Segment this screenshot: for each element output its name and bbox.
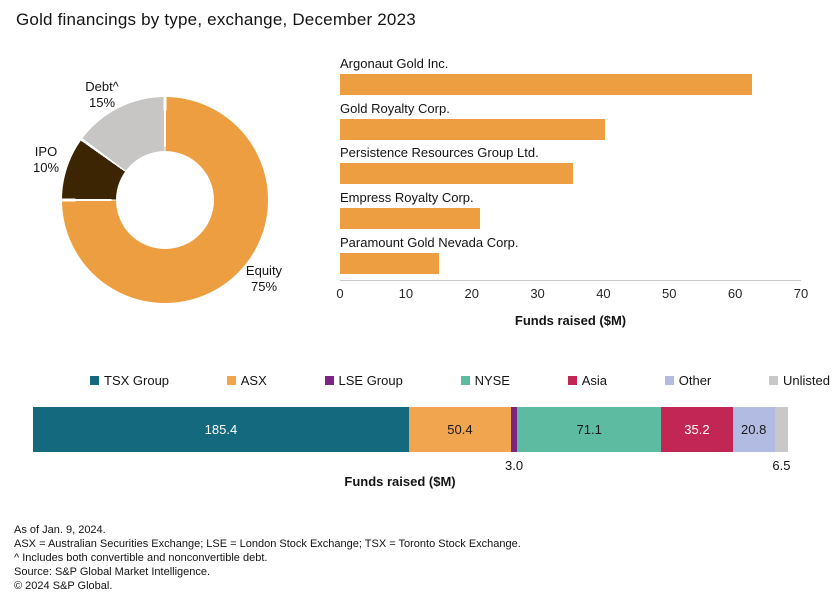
- footnote-source: Source: S&P Global Market Intelligence.: [14, 566, 211, 578]
- legend-swatch-asx: [226, 376, 236, 385]
- x-axis-tick: 30: [530, 286, 545, 301]
- legend-label: ASX: [240, 373, 267, 388]
- segment-unlisted: [774, 407, 788, 452]
- bar-label: Empress Royalty Corp.: [340, 190, 474, 205]
- donut-hole: [116, 151, 214, 249]
- x-axis-tick: 20: [464, 286, 479, 301]
- bar-label: Paramount Gold Nevada Corp.: [340, 235, 519, 250]
- stacked-bar-chart: 185.4 50.4 71.1 35.2 20.8: [33, 407, 788, 452]
- bar-label: Gold Royalty Corp.: [340, 101, 450, 116]
- bar-row: Empress Royalty Corp.: [340, 190, 801, 229]
- donut-label-equity-name: Equity: [245, 263, 283, 278]
- footnote-as-of: As of Jan. 9, 2024.: [14, 524, 106, 536]
- segment-value: 35.2: [684, 422, 710, 437]
- legend-label: TSX Group: [104, 373, 170, 388]
- x-axis-tick: 40: [596, 286, 611, 301]
- donut-label-ipo-pct: 10%: [32, 160, 60, 175]
- x-axis-title: Funds raised ($M): [514, 313, 627, 328]
- bar-row: Paramount Gold Nevada Corp.: [340, 235, 801, 274]
- legend-swatch-asia: [567, 376, 577, 385]
- donut-label-ipo: IPO 10%: [16, 144, 76, 176]
- legend-swatch-nyse: [460, 376, 470, 385]
- x-axis-tick: 10: [398, 286, 414, 301]
- segment-other: 20.8: [732, 407, 775, 452]
- donut-label-equity-pct: 75%: [250, 279, 278, 294]
- legend-label: LSE Group: [338, 373, 403, 388]
- donut-label-debt-pct: 15%: [88, 95, 116, 110]
- donut-label-ipo-name: IPO: [34, 144, 58, 159]
- x-axis-line: [340, 280, 801, 281]
- segment-asx: 50.4: [408, 407, 512, 452]
- donut-label-equity: Equity 75%: [228, 263, 300, 295]
- footnote-abbreviations: ASX = Australian Securities Exchange; LS…: [14, 538, 521, 550]
- footnotes: As of Jan. 9, 2024. ASX = Australian Sec…: [14, 523, 521, 593]
- legend-item: TSX Group: [90, 373, 169, 388]
- segment-value: 20.8: [741, 422, 767, 437]
- company-bar-chart: Argonaut Gold Inc. Gold Royalty Corp. Pe…: [336, 50, 808, 340]
- legend-label: Unlisted: [783, 373, 830, 388]
- legend-swatch-lse-group: [324, 376, 334, 385]
- stacked-x-axis-title: Funds raised ($M): [344, 474, 456, 489]
- bar-label: Persistence Resources Group Ltd.: [340, 145, 539, 160]
- legend-swatch-unlisted: [769, 376, 778, 385]
- bar: [340, 253, 440, 274]
- segment-lse-group: [511, 407, 518, 452]
- donut-label-debt: Debt^ 15%: [58, 79, 146, 111]
- x-axis-tick: 0: [336, 286, 344, 301]
- segment-tsx-group: 185.4: [33, 407, 409, 452]
- legend-label: Asia: [581, 373, 608, 388]
- bar: [340, 74, 752, 95]
- legend-item: Asia: [567, 373, 608, 388]
- segment-asia: 35.2: [661, 407, 733, 452]
- segment-value: 50.4: [447, 422, 473, 437]
- bar: [340, 119, 605, 140]
- footnote-copyright: © 2024 S&P Global.: [14, 580, 113, 592]
- exchange-legend: TSX Group ASX LSE Group NYSE Asia Other …: [90, 373, 830, 388]
- below-bar-labels: 3.0 6.5: [33, 458, 791, 474]
- legend-label: NYSE: [474, 373, 510, 388]
- bar-row: Gold Royalty Corp.: [340, 101, 801, 140]
- legend-item: Other: [664, 373, 712, 388]
- legend-item: LSE Group: [324, 373, 403, 388]
- bar: [340, 208, 480, 229]
- segment-value-unlisted: 6.5: [772, 458, 791, 473]
- bar-label: Argonaut Gold Inc.: [340, 56, 449, 71]
- bar-row: Persistence Resources Group Ltd.: [340, 145, 801, 184]
- segment-value: 185.4: [204, 422, 238, 437]
- legend-item: NYSE: [460, 373, 510, 388]
- legend-label: Other: [678, 373, 712, 388]
- legend-swatch-other: [664, 376, 674, 385]
- page-title: Gold financings by type, exchange, Decem…: [16, 10, 416, 29]
- segment-value: 71.1: [576, 422, 602, 437]
- legend-item: ASX: [226, 373, 267, 388]
- segment-nyse: 71.1: [517, 407, 662, 452]
- legend-swatch-tsx-group: [90, 376, 99, 385]
- segment-value-lse-group: 3.0: [505, 458, 524, 473]
- donut-label-debt-name: Debt^: [85, 79, 119, 94]
- x-axis-tick: 70: [793, 286, 809, 301]
- x-axis-tick: 50: [662, 286, 677, 301]
- bar: [340, 163, 574, 184]
- legend-item: Unlisted: [769, 373, 830, 388]
- footnote-debt-definition: ^ Includes both convertible and nonconve…: [14, 552, 268, 564]
- bar-row: Argonaut Gold Inc.: [340, 56, 801, 95]
- x-axis-tick: 60: [727, 286, 743, 301]
